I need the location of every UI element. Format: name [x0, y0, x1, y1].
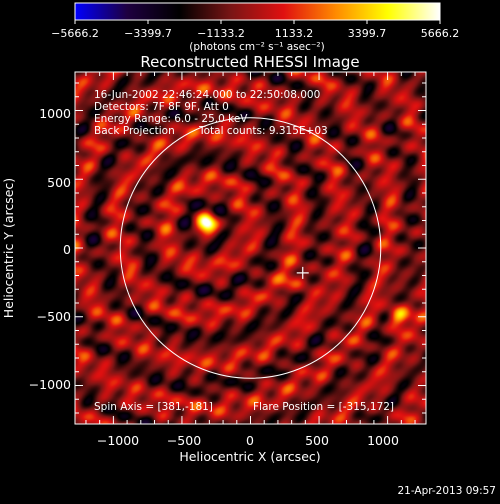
colorbar-tick-label-0: −5666.2 — [51, 27, 99, 40]
y-tick-labels: 1000 500 0 −500 −1000 — [29, 106, 71, 392]
x-tick-label-3: 500 — [305, 433, 329, 448]
x-tick-labels: −1000 −500 0 500 1000 — [97, 433, 399, 448]
y-tick-label-2: 0 — [63, 242, 71, 257]
colorbar-scale — [74, 2, 441, 21]
y-tick-label-1: −500 — [37, 309, 71, 324]
heatmap-container — [75, 72, 426, 424]
annotation-spin-axis: Spin Axis = [381,-181] — [94, 401, 213, 413]
annotation-flare-position: Flare Position = [-315,172] — [253, 401, 394, 413]
annotation-method: Back Projection — [94, 125, 175, 137]
x-axis-label: Heliocentric X (arcsec) — [179, 449, 320, 464]
spin-axis-marker — [296, 266, 309, 279]
annotation-total-counts: Total counts: 9.315E+03 — [198, 125, 328, 137]
date-stamp: 21-Apr-2013 09:57 — [397, 485, 496, 497]
colorbar-tick-label-4: 3399.7 — [348, 27, 387, 40]
chart-title: Reconstructed RHESSI Image — [140, 53, 359, 71]
colorbar-unit-label: (photons cm⁻² s⁻¹ asec⁻²) — [189, 41, 324, 53]
y-tick-label-3: 500 — [47, 175, 71, 190]
x-tick-label-2: 0 — [246, 433, 254, 448]
annotation-energy-range: Energy Range: 6.0 - 25.0 keV — [94, 113, 248, 125]
annotation-detectors: Detectors: 7F 8F 9F, Att 0 — [94, 101, 229, 113]
colorbar-ticks — [74, 20, 441, 24]
x-tick-label-4: 1000 — [367, 433, 399, 448]
annotations: 16-Jun-2002 22:46:24.000 to 22:50:08.000… — [94, 89, 394, 413]
solar-limb-circle — [119, 117, 382, 379]
y-axis-label: Heliocentric Y (arcsec) — [1, 178, 16, 318]
colorbar-tick-label-3: 1133.2 — [275, 27, 314, 40]
y-tick-label-0: −1000 — [29, 377, 71, 392]
colorbar-tick-label-1: −3399.7 — [124, 27, 172, 40]
axis-ticks — [75, 72, 426, 424]
annotation-time-range: 16-Jun-2002 22:46:24.000 to 22:50:08.000 — [94, 89, 320, 101]
y-tick-label-4: 1000 — [39, 106, 71, 121]
x-tick-label-0: −1000 — [97, 433, 139, 448]
heatmap-image — [75, 72, 426, 424]
colorbar-tick-label-2: −1133.2 — [197, 27, 245, 40]
x-tick-label-1: −500 — [167, 433, 201, 448]
colorbar-tick-label-5: 5666.2 — [421, 27, 460, 40]
colorbar: −5666.2 −3399.7 −1133.2 1133.2 3399.7 56… — [51, 2, 460, 53]
